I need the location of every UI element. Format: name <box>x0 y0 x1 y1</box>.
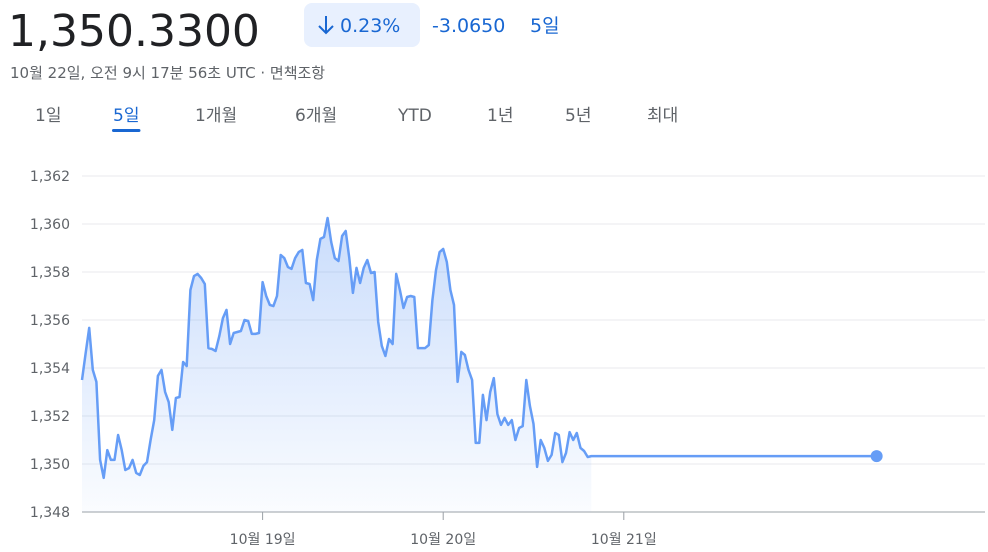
x-tick-label: 10월 21일 <box>591 532 657 548</box>
change-percent: 0.23% <box>340 15 400 37</box>
y-tick-label: 1,358 <box>30 265 70 281</box>
y-tick-label: 1,348 <box>30 505 70 521</box>
y-tick-label: 1,356 <box>30 313 70 329</box>
price: 1,350.3300 <box>8 6 260 57</box>
y-tick-label: 1,352 <box>30 409 70 425</box>
tab[interactable]: 5년 <box>565 106 591 126</box>
y-tick-label: 1,360 <box>30 217 70 233</box>
down-arrow-icon <box>318 16 334 35</box>
y-tick-label: 1,350 <box>30 457 70 473</box>
tab[interactable]: 1개월 <box>195 106 237 126</box>
tab[interactable]: 5일 <box>113 106 139 126</box>
tab[interactable]: 최대 <box>647 106 678 126</box>
y-tick-label: 1,354 <box>30 361 70 377</box>
timestamp: 10월 22일, 오전 9시 17분 56초 UTC · 면책조항 <box>10 64 325 82</box>
change-value: -3.0650 <box>432 15 505 37</box>
tab[interactable]: 1년 <box>487 106 513 126</box>
tab[interactable]: YTD <box>397 106 432 126</box>
tab-underline <box>112 129 141 132</box>
tab[interactable]: 1일 <box>35 106 61 126</box>
x-tick-label: 10월 19일 <box>230 532 296 548</box>
period: 5일 <box>530 15 560 37</box>
current-point <box>870 450 883 463</box>
x-tick-label: 10월 20일 <box>410 532 476 548</box>
change-badge <box>304 3 420 47</box>
tabs: 1일 5일 1개월 6개월 YTD 1년 5년 최대 <box>35 106 678 132</box>
y-tick-label: 1,362 <box>30 169 70 185</box>
chart: 1,348 1,350 1,352 1,354 1,356 1,358 1,360 1,362… <box>30 169 985 548</box>
area <box>82 218 592 512</box>
tab[interactable]: 6개월 <box>295 106 337 126</box>
price-line <box>80 216 877 480</box>
